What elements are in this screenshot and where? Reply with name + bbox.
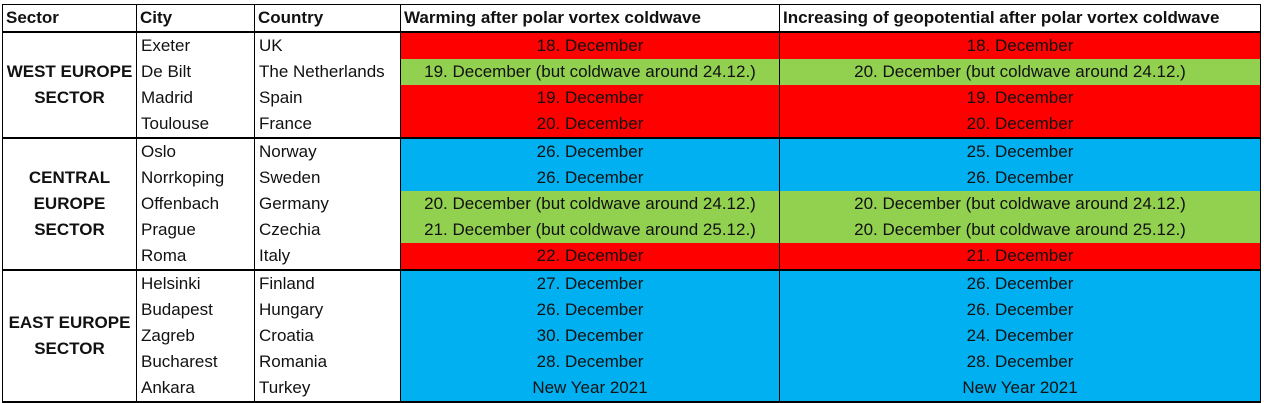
country-cell[interactable]: Norway xyxy=(254,138,401,165)
warming-cell[interactable]: 19. December xyxy=(400,85,780,111)
sector-cell[interactable]: WEST EUROPE SECTOR xyxy=(2,32,137,139)
table-row: WEST EUROPE SECTOR Exeter UK 18. December 18… xyxy=(2,32,1261,139)
city-cell[interactable]: Norrkoping xyxy=(136,165,255,191)
city-cell[interactable]: Prague xyxy=(136,217,255,243)
warming-cell[interactable]: 20. December xyxy=(400,111,780,139)
table-row: Zagreb Croatia 30. December 24. December xyxy=(3,323,1261,349)
warming-cell[interactable]: 28. December xyxy=(400,349,780,375)
warming-cell[interactable]: 20. December (but coldwave around 24.12.… xyxy=(400,191,780,217)
warming-cell[interactable]: 18. December xyxy=(400,32,780,59)
table-row: Ankara Turkey New Year 2021 New Year 2021 xyxy=(3,375,1261,403)
table-row: EAST EUROPE SECTOR Helsinki Finland 27. Dec… xyxy=(2,270,1261,403)
city-cell[interactable]: Budapest xyxy=(136,297,255,323)
geopotential-cell[interactable]: 21. December xyxy=(779,243,1261,271)
header-city[interactable]: City xyxy=(136,4,255,33)
sector-cell[interactable]: CENTRAL EUROPE SECTOR xyxy=(2,138,137,271)
city-cell[interactable]: Oslo xyxy=(136,138,255,165)
city-cell[interactable]: De Bilt xyxy=(136,59,255,85)
country-cell[interactable]: UK xyxy=(254,32,401,59)
warming-cell[interactable]: 26. December xyxy=(400,165,780,191)
warming-table: Sector City Country Warming after polar … xyxy=(2,4,1261,403)
header-country[interactable]: Country xyxy=(254,4,401,33)
geopotential-cell[interactable]: 26. December xyxy=(779,297,1261,323)
geopotential-cell[interactable]: 26. December xyxy=(779,165,1261,191)
city-cell[interactable]: Helsinki xyxy=(136,270,255,297)
table-row: Roma Italy 22. December 21. December xyxy=(3,243,1261,271)
table-row: De Bilt The Netherlands 19. December (but … xyxy=(3,59,1261,85)
city-cell[interactable]: Ankara xyxy=(136,375,255,403)
geopotential-cell[interactable]: 24. December xyxy=(779,323,1261,349)
table-row: Bucharest Romania 28. December 28. December xyxy=(3,349,1261,375)
table-row: Budapest Hungary 26. December 26. December xyxy=(3,297,1261,323)
header-warming[interactable]: Warming after polar vortex coldwave xyxy=(400,4,780,33)
country-cell[interactable]: France xyxy=(254,111,401,139)
sector-cell[interactable]: EAST EUROPE SECTOR xyxy=(2,270,137,403)
warming-cell[interactable]: 19. December (but coldwave around 24.12.… xyxy=(400,59,780,85)
geopotential-cell[interactable]: 25. December xyxy=(779,138,1261,165)
geopotential-cell[interactable]: 20. December (but coldwave around 25.12.… xyxy=(779,217,1261,243)
country-cell[interactable]: Italy xyxy=(254,243,401,271)
table-row: Offenbach Germany 20. December (but coldwa… xyxy=(3,191,1261,217)
country-cell[interactable]: Czechia xyxy=(254,217,401,243)
warming-cell[interactable]: 26. December xyxy=(400,297,780,323)
city-cell[interactable]: Roma xyxy=(136,243,255,271)
country-cell[interactable]: Finland xyxy=(254,270,401,297)
geopotential-cell[interactable]: 20. December (but coldwave around 24.12.… xyxy=(779,59,1261,85)
city-cell[interactable]: Exeter xyxy=(136,32,255,59)
city-cell[interactable]: Madrid xyxy=(136,85,255,111)
country-cell[interactable]: Croatia xyxy=(254,323,401,349)
warming-cell[interactable]: 27. December xyxy=(400,270,780,297)
country-cell[interactable]: Hungary xyxy=(254,297,401,323)
geopotential-cell[interactable]: 26. December xyxy=(779,270,1261,297)
geopotential-cell[interactable]: 20. December (but coldwave around 24.12.… xyxy=(779,191,1261,217)
warming-cell[interactable]: New Year 2021 xyxy=(400,375,780,403)
geopotential-cell[interactable]: 18. December xyxy=(779,32,1261,59)
header-row: Sector City Country Warming after polar … xyxy=(2,4,1261,33)
country-cell[interactable]: Sweden xyxy=(254,165,401,191)
country-cell[interactable]: Spain xyxy=(254,85,401,111)
table-row: CENTRAL EUROPE SECTOR Oslo Norway 26. Decem… xyxy=(2,138,1261,271)
warming-cell[interactable]: 26. December xyxy=(400,138,780,165)
geopotential-cell[interactable]: 20. December xyxy=(779,111,1261,139)
city-cell[interactable]: Zagreb xyxy=(136,323,255,349)
country-cell[interactable]: Turkey xyxy=(254,375,401,403)
table-row: Prague Czechia 21. December (but coldwave … xyxy=(3,217,1261,243)
warming-cell[interactable]: 21. December (but coldwave around 25.12.… xyxy=(400,217,780,243)
warming-cell[interactable]: 30. December xyxy=(400,323,780,349)
country-cell[interactable]: Romania xyxy=(254,349,401,375)
country-cell[interactable]: The Netherlands xyxy=(254,59,401,85)
city-cell[interactable]: Toulouse xyxy=(136,111,255,139)
table-row: Madrid Spain 19. December 19. December xyxy=(3,85,1261,111)
table-body: WEST EUROPE SECTOR Exeter UK 18. December 18… xyxy=(2,32,1261,403)
table-row: Norrkoping Sweden 26. December 26. December xyxy=(3,165,1261,191)
country-cell[interactable]: Germany xyxy=(254,191,401,217)
city-cell[interactable]: Bucharest xyxy=(136,349,255,375)
geopotential-cell[interactable]: 19. December xyxy=(779,85,1261,111)
geopotential-cell[interactable]: 28. December xyxy=(779,349,1261,375)
warming-cell[interactable]: 22. December xyxy=(400,243,780,271)
city-cell[interactable]: Offenbach xyxy=(136,191,255,217)
geopotential-cell[interactable]: New Year 2021 xyxy=(779,375,1261,403)
header-sector[interactable]: Sector xyxy=(2,4,137,33)
header-geopotential[interactable]: Increasing of geopotential after polar v… xyxy=(779,4,1261,33)
table-row: Toulouse France 20. December 20. December xyxy=(3,111,1261,139)
